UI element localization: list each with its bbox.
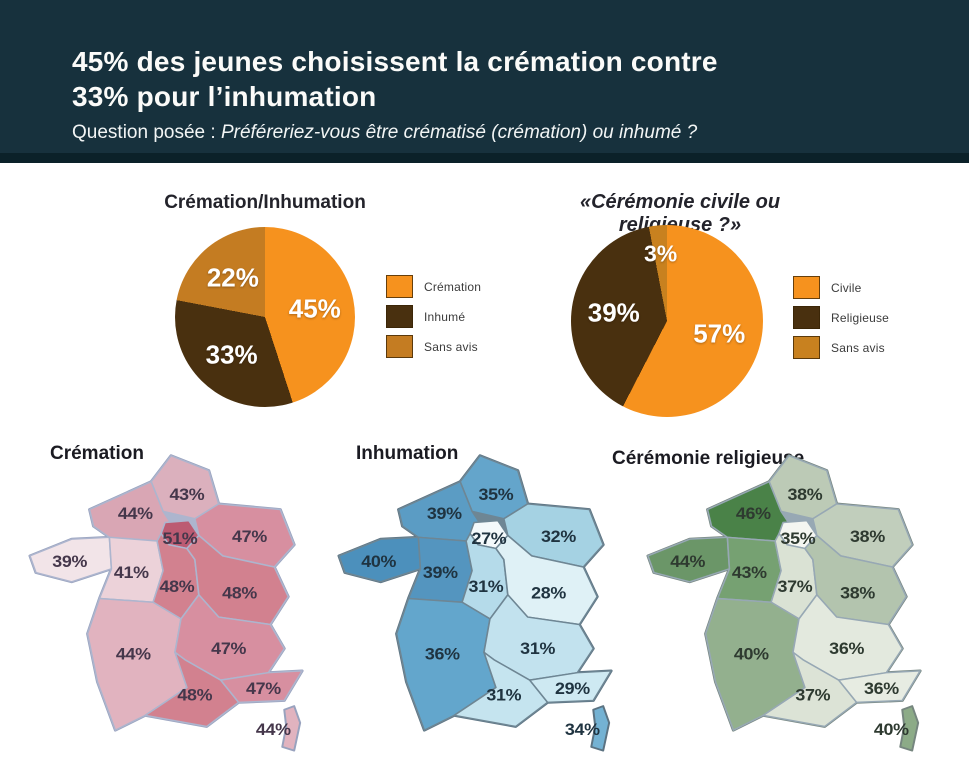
legend-label: Inhumé (424, 309, 466, 324)
map-region-corse (281, 705, 302, 752)
legend-item: Civile (793, 276, 889, 299)
map-value-label-centre-val-de-loire: 48% (160, 577, 195, 596)
pie2-legend: Civile Religieuse Sans avis (793, 276, 890, 367)
legend-item: Sans avis (386, 335, 481, 358)
header-banner: 45% des jeunes choisissent la crémation … (0, 0, 969, 163)
map-cremation: 43% 44% 51% 47% 39% 41% 48% 48% 44% 47% 48% 47% 44% (28, 454, 304, 752)
legend-item: Inhumé (386, 305, 481, 328)
pie1-legend: Crémation Inhumé Sans avis (386, 275, 482, 366)
map-value-label-centre-val-de-loire: 37% (778, 577, 813, 596)
legend-item: Crémation (386, 275, 482, 298)
legend-item: Sans avis (793, 336, 889, 359)
map-value-label-pays-de-la-loire: 43% (732, 563, 767, 582)
pie-ceremonie-civile-religieuse: 57% 39% 3% (571, 225, 763, 417)
legend-label: Civile (831, 280, 862, 295)
map-value-label-auvergne-rhone-alpes: 31% (520, 639, 555, 658)
map-value-label-pays-de-la-loire: 41% (114, 563, 149, 582)
map-value-label-bretagne: 44% (670, 552, 705, 571)
pie-slice-value-label: 57% (693, 318, 746, 349)
legend-label: Sans avis (831, 340, 885, 355)
map-value-label-nouvelle-aquitaine: 44% (116, 644, 151, 663)
legend-color-swatch (386, 335, 413, 358)
map-value-label-occitanie: 31% (486, 685, 521, 704)
legend-label: Sans avis (424, 339, 478, 354)
map-value-label-corse: 44% (256, 719, 291, 738)
map-value-label-normandie: 39% (427, 503, 462, 522)
map-value-label-ile-de-france: 27% (472, 528, 507, 547)
pie-slice-value-label: 22% (206, 262, 259, 293)
map-value-label-nouvelle-aquitaine: 40% (734, 644, 769, 663)
map-value-label-bourgogne-franche-comte: 38% (840, 583, 875, 602)
map-value-label-hauts-de-france: 38% (787, 485, 822, 504)
pie-slice-value-label: 39% (587, 297, 640, 328)
legend-color-swatch (386, 305, 413, 328)
map-value-label-hauts-de-france: 35% (478, 485, 513, 504)
map-value-label-occitanie: 37% (795, 685, 830, 704)
map-value-label-bourgogne-franche-comte: 28% (531, 583, 566, 602)
map-value-label-auvergne-rhone-alpes: 47% (211, 639, 246, 658)
map-region-occitanie (144, 651, 240, 728)
pie-slice-value-label: 33% (205, 339, 258, 370)
map-value-label-normandie: 44% (118, 503, 153, 522)
map-region-corse (899, 705, 920, 752)
map-inhumation: 35% 39% 27% 32% 40% 39% 31% 28% 36% 31% 31% 29% 34% (337, 454, 613, 752)
legend-color-swatch (793, 306, 820, 329)
map3-title: Cérémonie religieuse (612, 448, 805, 469)
map-value-label-grand-est: 47% (232, 527, 267, 546)
page-title: 45% des jeunes choisissent la crémation … (72, 44, 718, 114)
map2-title: Inhumation (356, 443, 459, 464)
map-value-label-normandie: 46% (736, 503, 771, 522)
legend-color-swatch (793, 276, 820, 299)
map-ceremonie-religieuse: 38% 46% 35% 38% 44% 43% 37% 38% 40% 36% 37% 36% 40% (646, 454, 922, 752)
map-value-label-provence-alpes-cote-dazur: 47% (246, 679, 281, 698)
map-value-label-bourgogne-franche-comte: 48% (222, 583, 257, 602)
map-value-label-auvergne-rhone-alpes: 36% (829, 639, 864, 658)
legend-label: Religieuse (831, 310, 890, 325)
map-value-label-provence-alpes-cote-dazur: 29% (555, 679, 590, 698)
subtitle-question: Préféreriez-vous être crématisé (crémati… (220, 122, 698, 143)
map-value-label-bretagne: 39% (52, 552, 87, 571)
page-title-line2: 33% pour l’inhumation (72, 81, 377, 112)
map-value-label-bretagne: 40% (361, 552, 396, 571)
legend-item: Religieuse (793, 306, 890, 329)
legend-color-swatch (386, 275, 413, 298)
legend-label: Crémation (424, 279, 482, 294)
map-value-label-provence-alpes-cote-dazur: 36% (864, 679, 899, 698)
map-region-occitanie (762, 651, 858, 728)
map-value-label-ile-de-france: 51% (163, 528, 198, 547)
map-region-provence-alpes-cote-dazur (528, 670, 612, 704)
page-subtitle: Question posée : Préféreriez-vous être c… (72, 122, 697, 144)
map-value-label-occitanie: 48% (177, 685, 212, 704)
header-accent-strip (0, 153, 969, 163)
map-value-label-grand-est: 32% (541, 527, 576, 546)
pie-slice-value-label: 3% (643, 240, 678, 267)
subtitle-prefix: Question posée : (72, 122, 221, 143)
map-region-provence-alpes-cote-dazur (837, 670, 921, 704)
map-region-occitanie (453, 651, 549, 728)
page-title-line1: 45% des jeunes choisissent la crémation … (72, 46, 718, 77)
map-value-label-nouvelle-aquitaine: 36% (425, 644, 460, 663)
legend-color-swatch (793, 336, 820, 359)
map-value-label-corse: 34% (565, 719, 600, 738)
map-value-label-ile-de-france: 35% (781, 528, 816, 547)
map-region-corse (590, 705, 611, 752)
map-value-label-pays-de-la-loire: 39% (423, 563, 458, 582)
pie-cremation-inhumation: 45% 33% 22% (175, 227, 355, 407)
map-value-label-corse: 40% (874, 719, 909, 738)
map-region-provence-alpes-cote-dazur (219, 670, 303, 704)
pie1-title: Crémation/Inhumation (164, 192, 366, 213)
pie-slice-value-label: 45% (288, 293, 341, 324)
map-value-label-centre-val-de-loire: 31% (469, 577, 504, 596)
map-value-label-grand-est: 38% (850, 527, 885, 546)
map-value-label-hauts-de-france: 43% (169, 485, 204, 504)
map1-title: Crémation (50, 443, 144, 464)
